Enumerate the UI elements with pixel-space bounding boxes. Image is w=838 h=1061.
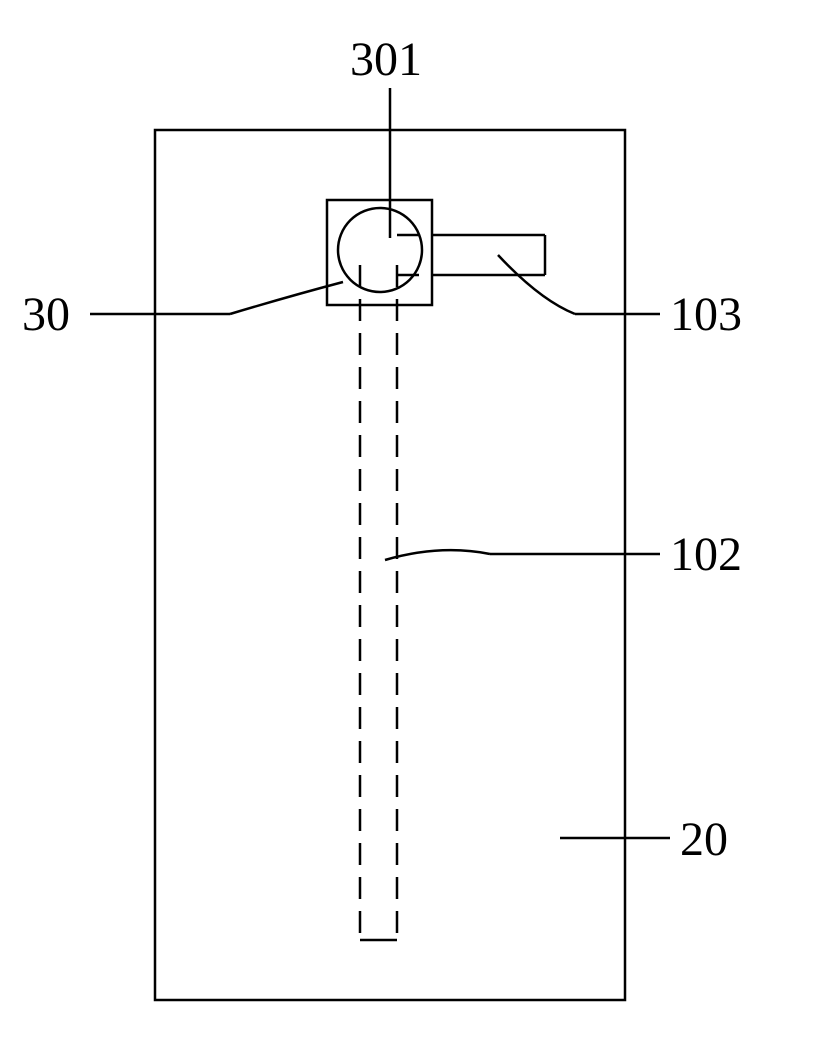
circle-301 bbox=[338, 208, 422, 292]
label-102: 102 bbox=[670, 528, 742, 581]
leader-102-seg2 bbox=[385, 550, 490, 560]
leader-103-seg2 bbox=[498, 255, 575, 314]
label-20: 20 bbox=[680, 813, 728, 866]
label-103: 103 bbox=[670, 288, 742, 341]
label-30: 30 bbox=[22, 288, 70, 341]
small-square-30 bbox=[327, 200, 432, 305]
label-301: 301 bbox=[350, 33, 422, 86]
outer-rect-20 bbox=[155, 130, 625, 1000]
